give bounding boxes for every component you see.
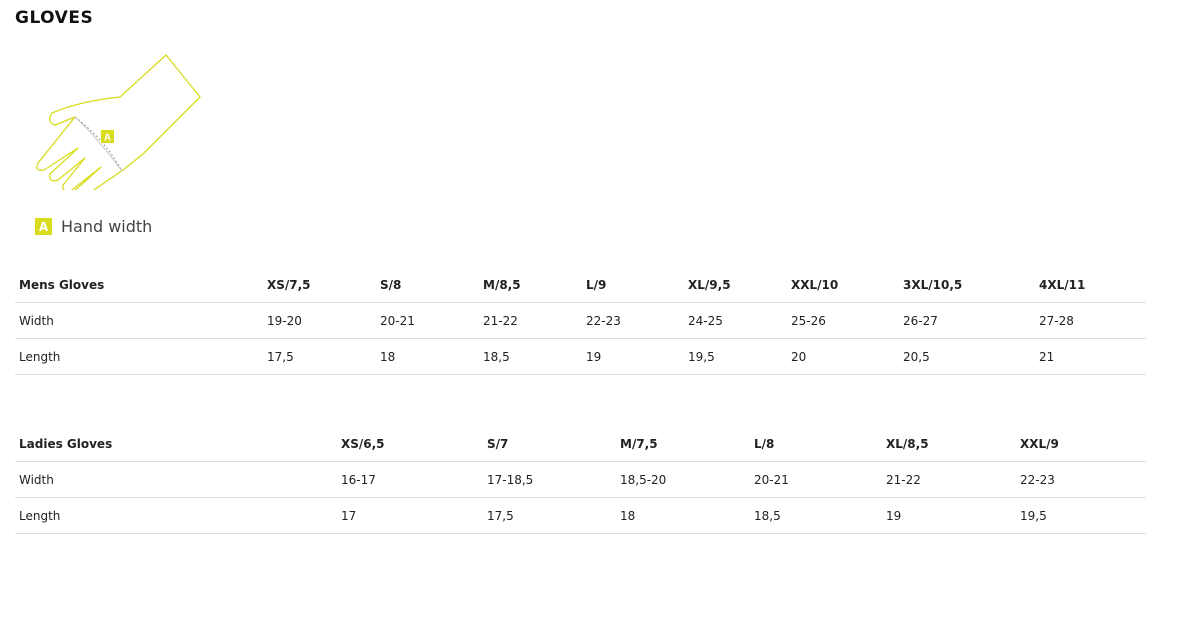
page-title: GLOVES [15, 8, 94, 28]
table-cell: 21 [1039, 349, 1055, 364]
table-cell: 18 [380, 349, 396, 364]
table-row: Length 17 17,5 18 18,5 19 19,5 [15, 498, 1146, 534]
table-row: Width 19-20 20-21 21-22 22-23 24-25 25-26 26-27… [15, 303, 1146, 339]
table-row: Width 16-17 17-18,5 18,5-20 20-21 21-22 22-23 [15, 462, 1146, 498]
table-cell: 21-22 [483, 313, 518, 328]
header-cell: L/8 [754, 436, 775, 451]
table-cell: 18 [620, 508, 636, 523]
table-cell: 19-20 [267, 313, 302, 328]
table-cell: 20,5 [903, 349, 930, 364]
header-cell: 4XL/11 [1039, 277, 1086, 292]
table-cell: Length [19, 508, 61, 523]
table-cell: 19,5 [688, 349, 715, 364]
legend: A Hand width [35, 217, 152, 236]
legend-label: Hand width [61, 217, 153, 236]
table-cell: Length [19, 349, 61, 364]
header-cell: XS/7,5 [267, 277, 311, 292]
table-cell: 17-18,5 [487, 472, 534, 487]
table-cell: Width [19, 313, 54, 328]
table-cell: 19,5 [1020, 508, 1047, 523]
table-cell: 18,5 [754, 508, 781, 523]
header-cell: XS/6,5 [341, 436, 385, 451]
table-header-row: Mens Gloves XS/7,5 S/8 M/8,5 L/9 XL/9,5 XXL/10… [15, 267, 1146, 303]
table-cell: 19 [886, 508, 902, 523]
header-cell: 3XL/10,5 [903, 277, 963, 292]
header-cell: S/8 [380, 277, 402, 292]
header-cell: Ladies Gloves [19, 436, 113, 451]
header-cell: XL/8,5 [886, 436, 929, 451]
header-cell: S/7 [487, 436, 509, 451]
header-cell: M/8,5 [483, 277, 521, 292]
table-cell: 26-27 [903, 313, 938, 328]
table-cell: Width [19, 472, 54, 487]
header-cell: XL/9,5 [688, 277, 731, 292]
table-cell: 24-25 [688, 313, 723, 328]
header-cell: XXL/9 [1020, 436, 1059, 451]
header-cell: L/9 [586, 277, 607, 292]
table-cell: 16-17 [341, 472, 376, 487]
table-cell: 27-28 [1039, 313, 1074, 328]
svg-text:A: A [104, 133, 111, 144]
table-cell: 22-23 [586, 313, 621, 328]
mens-gloves-table: Mens Gloves XS/7,5 S/8 M/8,5 L/9 XL/9,5 XXL/10… [15, 267, 1146, 375]
table-cell: 21-22 [886, 472, 921, 487]
table-cell: 22-23 [1020, 472, 1055, 487]
legend-badge: A [35, 218, 52, 235]
table-cell: 20-21 [754, 472, 789, 487]
table-cell: 19 [586, 349, 602, 364]
table-cell: 25-26 [791, 313, 826, 328]
table-cell: 20 [791, 349, 807, 364]
hand-diagram-icon: A [36, 54, 201, 190]
table-row: Length 17,5 18 18,5 19 19,5 20 20,5 21 [15, 339, 1146, 375]
table-cell: 17,5 [487, 508, 514, 523]
table-cell: 18,5-20 [620, 472, 667, 487]
header-cell: XXL/10 [791, 277, 839, 292]
table-cell: 18,5 [483, 349, 510, 364]
header-cell: Mens Gloves [19, 277, 105, 292]
table-cell: 17,5 [267, 349, 294, 364]
header-cell: M/7,5 [620, 436, 658, 451]
table-cell: 20-21 [380, 313, 415, 328]
table-cell: 17 [341, 508, 357, 523]
table-header-row: Ladies Gloves XS/6,5 S/7 M/7,5 L/8 XL/8,5 XXL/… [15, 426, 1146, 462]
ladies-gloves-table: Ladies Gloves XS/6,5 S/7 M/7,5 L/8 XL/8,5 XXL/… [15, 426, 1146, 534]
